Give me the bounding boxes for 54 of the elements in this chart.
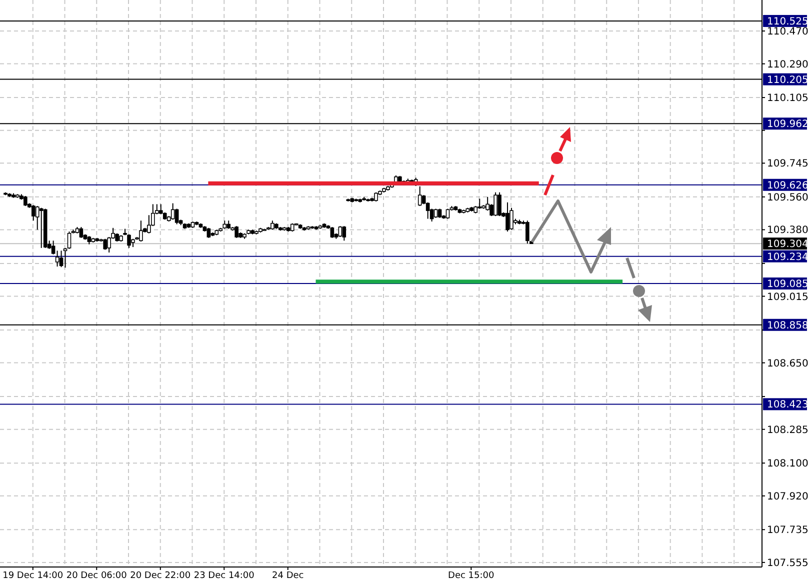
ref-line-label: 109.234 bbox=[767, 252, 808, 263]
candlestick bbox=[526, 220, 530, 244]
candlestick bbox=[494, 192, 498, 217]
candlestick bbox=[506, 202, 510, 232]
y-tick-label: 107.920 bbox=[767, 491, 808, 502]
y-tick-label: 109.380 bbox=[767, 225, 808, 236]
candlestick bbox=[51, 240, 56, 255]
ref-line-label: 108.423 bbox=[767, 400, 808, 411]
y-tick-label: 110.470 bbox=[767, 26, 808, 38]
x-tick-label: Dec 15:00 bbox=[448, 571, 495, 581]
y-tick-label: 109.745 bbox=[767, 158, 808, 170]
candlestick bbox=[374, 192, 378, 202]
candlestick bbox=[342, 226, 346, 242]
candlestick bbox=[55, 250, 60, 268]
y-tick-label: 108.650 bbox=[767, 358, 808, 370]
candlestick bbox=[139, 220, 143, 242]
candlestick bbox=[270, 220, 274, 230]
ref-line-label: 108.858 bbox=[767, 320, 808, 332]
candlestick bbox=[338, 226, 342, 238]
candlestick bbox=[103, 238, 108, 250]
ref-line-label: 110.205 bbox=[767, 74, 808, 86]
ref-line-label: 109.962 bbox=[767, 119, 808, 130]
y-tick-label: 110.290 bbox=[767, 59, 808, 70]
ref-line-label: 109.085 bbox=[767, 279, 808, 290]
candlestick bbox=[59, 250, 64, 268]
candlestick bbox=[234, 226, 238, 238]
candlestick bbox=[79, 226, 84, 238]
y-tick-label: 108.100 bbox=[767, 458, 808, 470]
candlestick bbox=[39, 207, 44, 248]
y-tick-label: 109.560 bbox=[767, 192, 808, 204]
ref-line-label: 109.626 bbox=[767, 180, 808, 192]
candlestick bbox=[438, 208, 442, 218]
candlestick bbox=[446, 208, 450, 220]
candlestick bbox=[478, 198, 482, 210]
x-tick-label: 20 Dec 22:00 bbox=[130, 571, 191, 581]
candlestick bbox=[434, 208, 438, 218]
x-tick-label: 20 Dec 06:00 bbox=[66, 571, 128, 581]
ref-line-label: 109.304 bbox=[767, 239, 808, 250]
candlestick bbox=[206, 227, 211, 238]
y-tick-label: 110.105 bbox=[767, 93, 808, 104]
candlestick bbox=[418, 186, 422, 207]
candlestick bbox=[498, 192, 502, 217]
candlestick bbox=[330, 226, 334, 238]
y-tick-label: 107.735 bbox=[767, 525, 808, 536]
y-tick-label: 108.285 bbox=[767, 424, 808, 436]
y-tick-label: 109.015 bbox=[767, 292, 808, 303]
ref-line-label: 110.525 bbox=[767, 16, 808, 28]
x-tick-label: 23 Dec 14:00 bbox=[194, 571, 255, 581]
x-tick-label: 19 Dec 14:00 bbox=[2, 571, 64, 581]
y-tick-label: 107.555 bbox=[767, 558, 808, 569]
candlestick bbox=[127, 234, 131, 248]
x-tick-label: 24 Dec bbox=[272, 571, 304, 581]
candlestick bbox=[170, 202, 175, 220]
candlestick bbox=[24, 195, 28, 207]
